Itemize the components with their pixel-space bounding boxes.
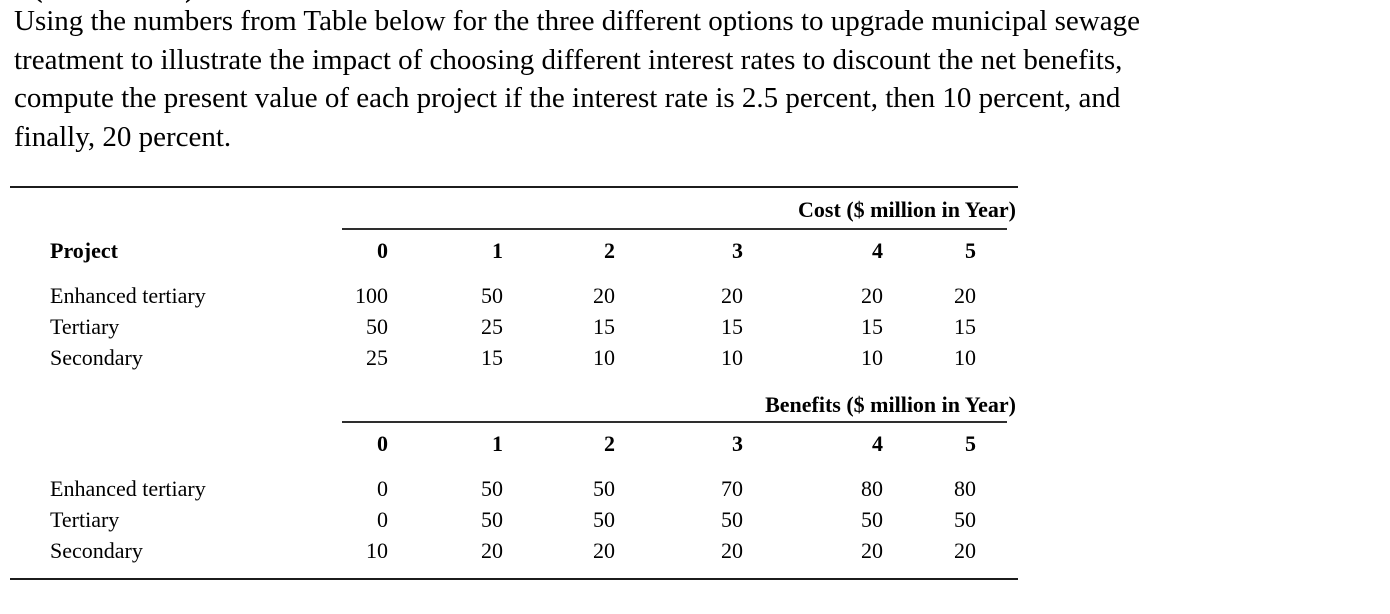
table-row: Secondary 25 15 10 10 10 10 bbox=[10, 342, 1018, 373]
cost-value: 20 bbox=[593, 283, 615, 308]
question-line-2: treatment to illustrate the impact of ch… bbox=[14, 43, 1123, 76]
cost-value: 10 bbox=[861, 345, 883, 370]
table-row: Tertiary 0 50 50 50 50 50 bbox=[10, 504, 1018, 535]
year-header-1: 1 bbox=[492, 238, 503, 263]
year-header-4: 4 bbox=[872, 238, 883, 263]
table-row: Enhanced tertiary 100 50 20 20 20 20 bbox=[10, 280, 1018, 311]
question-line-4: finally, 20 percent. bbox=[14, 120, 232, 153]
table-top-rule bbox=[10, 186, 1018, 188]
benefit-value: 20 bbox=[954, 538, 976, 563]
year-header-5: 5 bbox=[965, 431, 976, 456]
benefit-value: 50 bbox=[954, 507, 976, 532]
question-line-1: Using the numbers from Table below for t… bbox=[14, 5, 1140, 37]
cost-value: 15 bbox=[861, 314, 883, 339]
cost-header-row: Project 0 1 2 3 4 5 bbox=[10, 236, 1018, 266]
project-name: Tertiary bbox=[50, 507, 120, 532]
cost-data-rows: Enhanced tertiary 100 50 20 20 20 20 Ter… bbox=[10, 280, 1018, 373]
benefit-value: 20 bbox=[721, 538, 743, 563]
table-bottom-rule bbox=[10, 578, 1018, 580]
cost-value: 25 bbox=[366, 345, 388, 370]
benefit-value: 50 bbox=[593, 507, 615, 532]
table-row: Secondary 10 20 20 20 20 20 bbox=[10, 535, 1018, 566]
benefit-value: 20 bbox=[861, 538, 883, 563]
benefit-value: 50 bbox=[721, 507, 743, 532]
cost-value: 15 bbox=[481, 345, 503, 370]
year-header-0: 0 bbox=[377, 238, 388, 263]
benefits-data-rows: Enhanced tertiary 0 50 50 70 80 80 Terti… bbox=[10, 473, 1018, 566]
year-header-4: 4 bbox=[872, 431, 883, 456]
cost-section-rule bbox=[342, 228, 1007, 230]
cost-value: 15 bbox=[593, 314, 615, 339]
cost-value: 20 bbox=[861, 283, 883, 308]
benefits-header-row: 0 1 2 3 4 5 bbox=[10, 429, 1018, 459]
benefit-value: 0 bbox=[377, 507, 388, 532]
benefit-value: 50 bbox=[481, 507, 503, 532]
project-name: Secondary bbox=[50, 538, 143, 563]
cost-value: 10 bbox=[721, 345, 743, 370]
benefit-value: 50 bbox=[593, 476, 615, 501]
benefit-value: 50 bbox=[481, 476, 503, 501]
project-name: Tertiary bbox=[50, 314, 120, 339]
benefit-value: 20 bbox=[481, 538, 503, 563]
benefit-value: 50 bbox=[861, 507, 883, 532]
year-header-3: 3 bbox=[732, 238, 743, 263]
question-line-3: compute the present value of each projec… bbox=[14, 82, 1121, 115]
year-header-1: 1 bbox=[492, 431, 503, 456]
clipped-paren-right: ) bbox=[185, 0, 195, 5]
benefit-value: 80 bbox=[861, 476, 883, 501]
cost-value: 10 bbox=[954, 345, 976, 370]
clipped-paren-left: ( bbox=[33, 0, 43, 5]
cost-benefit-table: Cost ($ million in Year) Project 0 1 2 3… bbox=[10, 186, 1018, 580]
cost-section-header: Cost ($ million in Year) bbox=[798, 197, 1016, 222]
benefits-section-header: Benefits ($ million in Year) bbox=[765, 392, 1016, 417]
year-header-0: 0 bbox=[377, 431, 388, 456]
benefit-value: 0 bbox=[377, 476, 388, 501]
benefit-value: 80 bbox=[954, 476, 976, 501]
project-column-header: Project bbox=[50, 238, 118, 263]
clipped-previous-line: ( ) bbox=[0, 0, 320, 5]
year-header-3: 3 bbox=[732, 431, 743, 456]
table-row: Tertiary 50 25 15 15 15 15 bbox=[10, 311, 1018, 342]
cost-value: 50 bbox=[366, 314, 388, 339]
cost-value: 50 bbox=[481, 283, 503, 308]
cost-value: 10 bbox=[593, 345, 615, 370]
cost-value: 25 bbox=[481, 314, 503, 339]
table-row: Enhanced tertiary 0 50 50 70 80 80 bbox=[10, 473, 1018, 504]
cost-value: 15 bbox=[721, 314, 743, 339]
project-name: Secondary bbox=[50, 345, 143, 370]
benefits-section-rule bbox=[342, 421, 1007, 423]
benefit-value: 70 bbox=[721, 476, 743, 501]
benefit-value: 20 bbox=[593, 538, 615, 563]
cost-value: 20 bbox=[954, 283, 976, 308]
year-header-2: 2 bbox=[604, 238, 615, 263]
year-header-5: 5 bbox=[965, 238, 976, 263]
empty-corner-cell bbox=[10, 429, 340, 459]
year-header-2: 2 bbox=[604, 431, 615, 456]
project-name: Enhanced tertiary bbox=[50, 283, 206, 308]
project-name: Enhanced tertiary bbox=[50, 476, 206, 501]
cost-value: 20 bbox=[721, 283, 743, 308]
question-paragraph: Using the numbers from Table below for t… bbox=[14, 2, 1140, 156]
benefit-value: 10 bbox=[366, 538, 388, 563]
cost-value: 100 bbox=[355, 283, 388, 308]
cost-value: 15 bbox=[954, 314, 976, 339]
